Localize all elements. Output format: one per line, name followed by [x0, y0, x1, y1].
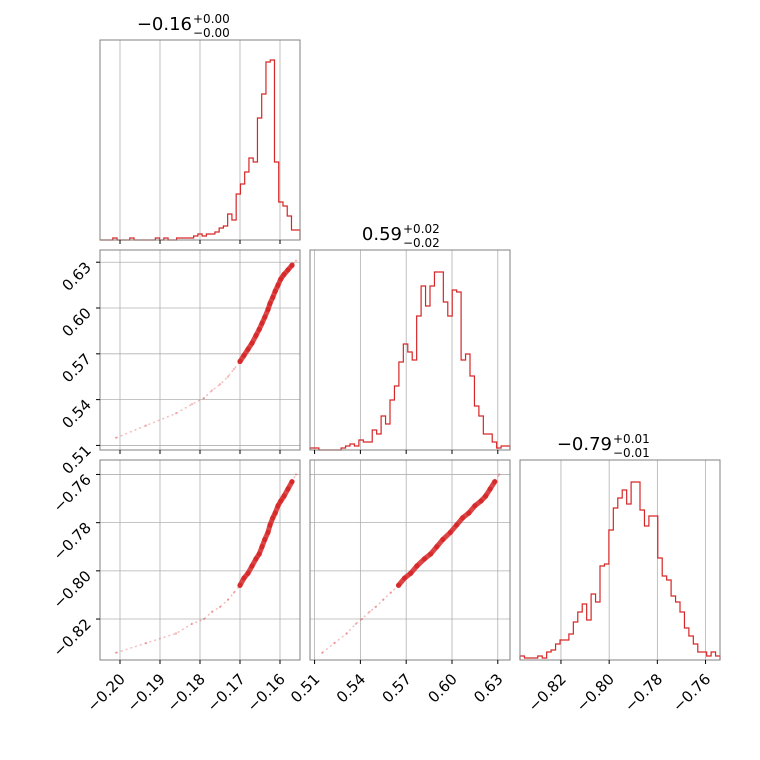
x-tick-label: 0.57 — [379, 670, 415, 706]
sample-point — [294, 259, 298, 262]
sample-point — [226, 598, 230, 601]
title-minus: −0.02 — [403, 236, 440, 250]
scatter-panel-r1-c0 — [100, 250, 300, 450]
panel-title-1: −0.16 +0.00−0.00 — [137, 12, 230, 40]
y-tick-label: 0.60 — [58, 304, 94, 340]
y-tick-label: −0.82 — [50, 615, 95, 660]
title-minus: −0.00 — [193, 26, 230, 40]
x-tick-label: −0.80 — [573, 670, 618, 715]
sample-point — [294, 473, 298, 476]
panel-title-2: 0.59 +0.02−0.02 — [362, 222, 440, 250]
x-tick-label: 0.60 — [424, 670, 460, 706]
title-plus: +0.00 — [193, 12, 230, 26]
density-tail — [321, 474, 500, 654]
x-tick-label: 0.63 — [470, 670, 506, 706]
sample-point — [202, 396, 206, 400]
histogram-step-3 — [519, 481, 721, 660]
x-tick-label: −0.78 — [621, 670, 666, 715]
y-tick-label: −0.78 — [50, 519, 95, 564]
x-tick-label: −0.20 — [84, 670, 129, 715]
title-median: 0.59 — [362, 224, 402, 245]
sample-point — [354, 622, 358, 626]
axes-frame — [309, 459, 511, 661]
y-tick-label: 0.54 — [58, 396, 94, 432]
x-tick-label: −0.18 — [164, 670, 209, 715]
sample-point — [218, 605, 222, 609]
sample-point — [226, 375, 230, 378]
sample-point — [333, 641, 336, 645]
histogram-step-2 — [309, 271, 511, 451]
sample-point — [144, 641, 148, 645]
title-median: −0.16 — [137, 14, 192, 35]
sample-point — [389, 591, 393, 594]
sample-point — [218, 383, 222, 386]
axes-frame — [309, 249, 511, 451]
sample-point — [202, 617, 206, 621]
sample-point — [360, 617, 364, 621]
sample-point — [144, 424, 148, 427]
hist-panel-2: 0.59 +0.02−0.02 — [309, 222, 511, 451]
sample-point — [345, 632, 348, 635]
title-plus: +0.01 — [613, 432, 650, 446]
y-tick-label: 0.51 — [58, 442, 94, 478]
y-tick-label: 0.63 — [58, 258, 94, 294]
sample-point — [174, 632, 178, 635]
title-plus: +0.02 — [403, 222, 440, 236]
density-core — [237, 479, 295, 588]
sample-point — [382, 598, 385, 601]
density-tail — [115, 260, 297, 439]
density-tail — [115, 474, 297, 654]
hist-panel-1: −0.16 +0.00−0.00 — [100, 12, 301, 241]
sample-point — [374, 605, 377, 609]
x-tick-label: −0.17 — [204, 670, 249, 715]
x-tick-label: −0.76 — [669, 670, 714, 715]
sample-point — [368, 610, 371, 614]
sample-point — [174, 412, 178, 415]
title-minus: −0.01 — [613, 446, 650, 460]
x-tick-label: 0.51 — [287, 670, 323, 706]
sample-point — [210, 610, 214, 614]
sample-point — [190, 622, 194, 626]
x-tick-label: −0.16 — [244, 670, 289, 715]
sample-point — [114, 651, 118, 654]
axes-frame — [519, 459, 721, 661]
panel-title-3: −0.79 +0.01−0.01 — [557, 432, 650, 460]
sample-point — [114, 436, 118, 439]
x-tick-label: −0.82 — [525, 670, 570, 715]
y-tick-label: −0.80 — [50, 567, 95, 612]
sample-point — [232, 367, 236, 371]
x-tick-label: −0.19 — [124, 670, 169, 715]
sample-point — [498, 473, 501, 476]
sample-point — [321, 651, 324, 654]
y-tick-label: 0.57 — [58, 350, 94, 386]
title-median: −0.79 — [557, 434, 612, 455]
sample-point — [190, 402, 194, 406]
scatter-panel-r2-c1 — [310, 460, 510, 660]
y-tick-label: −0.76 — [50, 471, 95, 516]
sample-point — [210, 389, 214, 392]
hist-panel-3: −0.79 +0.01−0.01 — [519, 432, 721, 660]
density-core — [396, 479, 498, 588]
x-tick-label: 0.54 — [333, 670, 369, 706]
scatter-panel-r2-c0 — [100, 460, 300, 660]
sample-point — [232, 591, 236, 594]
density-core — [237, 262, 295, 364]
